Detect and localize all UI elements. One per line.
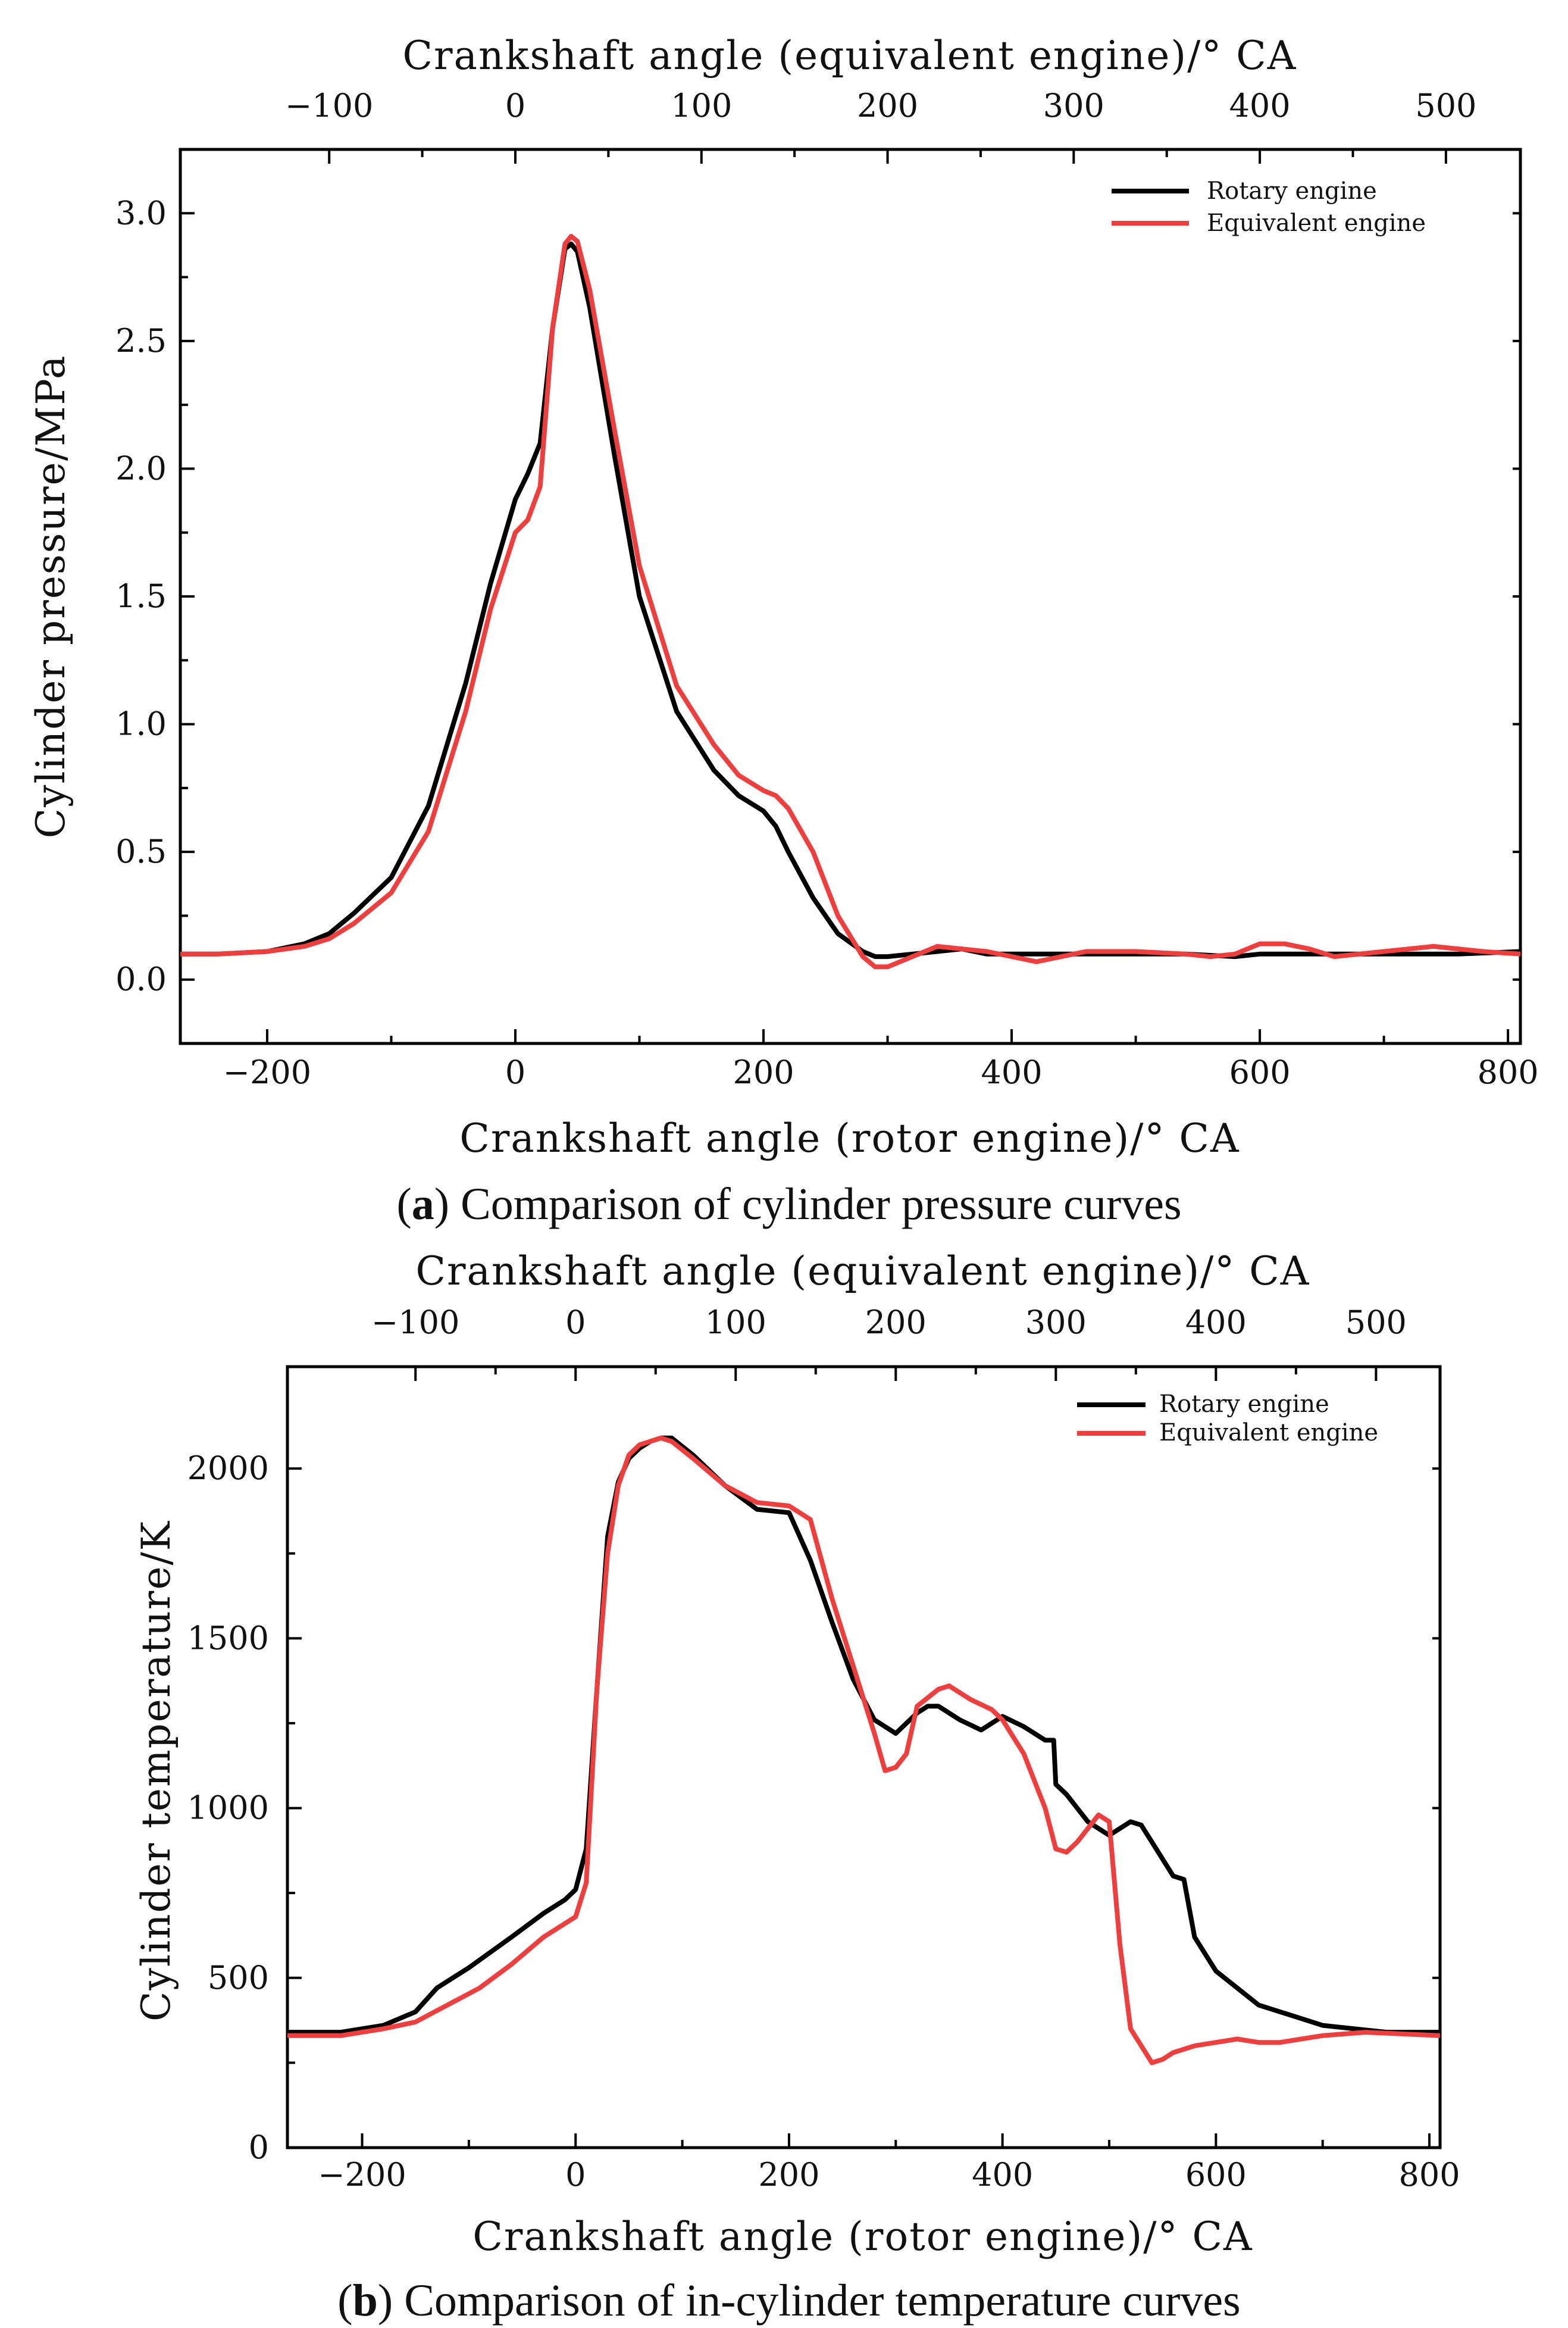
a-plot-frame: [179, 148, 1522, 1045]
b-x-tick-label: −200: [318, 2156, 406, 2193]
a-tick-marks: [180, 149, 1520, 1043]
b-caption-text: Comparison of in-cylinder temperature cu…: [404, 2276, 1241, 2326]
a-x-tick-label: 400: [981, 1054, 1043, 1091]
a-caption-label: a: [412, 1179, 434, 1229]
b-top-tick-label: 0: [565, 1304, 586, 1341]
a-y-tick-label: 3.0: [115, 194, 167, 232]
a-series-line-rotary-engine: [180, 241, 1520, 960]
a-legend: Rotary engine Equivalent engine: [1112, 177, 1426, 237]
b-y-axis-title: Cylinder temperature/K: [133, 1520, 179, 2021]
b-series-line-rotary-engine: [287, 1435, 1440, 2035]
b-y-tick-label: 2000: [187, 1449, 269, 1487]
b-x-tick-labels: −200 0 200 400 600 800: [318, 2156, 1460, 2193]
b-top-tick-label: 400: [1185, 1304, 1247, 1341]
a-y-tick-labels: 0.0 0.5 1.0 1.5 2.0 2.5 3.0: [115, 194, 167, 998]
b-x-tick-label: 400: [972, 2156, 1033, 2193]
b-x-tick-label: 200: [758, 2156, 819, 2193]
a-legend-label-rotary: Rotary engine: [1207, 177, 1377, 205]
a-y-tick-label: 1.0: [115, 705, 167, 743]
b-top-tick-labels: −100 0 100 200 300 400 500: [371, 1304, 1407, 1341]
a-series-line-equivalent-engine: [180, 233, 1520, 970]
a-top-tick-label: 500: [1415, 87, 1476, 124]
b-y-tick-label: 500: [208, 1959, 269, 1996]
a-x-tick-label: 800: [1478, 1054, 1539, 1091]
b-series-line-equivalent-engine: [287, 1435, 1440, 2065]
b-y-tick-label: 1000: [187, 1789, 269, 1827]
b-y-tick-label: 1500: [187, 1619, 269, 1657]
a-y-tick-label: 0.5: [115, 833, 167, 870]
b-caption-label: b: [353, 2276, 378, 2326]
b-legend-label-equivalent: Equivalent engine: [1159, 1419, 1378, 1446]
b-y-tick-labels: 0 500 1000 1500 2000: [187, 1449, 269, 2166]
b-legend: Rotary engine Equivalent engine: [1077, 1390, 1378, 1446]
a-caption-text: Comparison of cylinder pressure curves: [461, 1179, 1181, 1229]
b-top-tick-label: −100: [371, 1304, 459, 1341]
a-x-axis-title: Crankshaft angle (rotor engine)/° CA: [459, 1115, 1240, 1161]
a-x-tick-labels: −200 0 200 400 600 800: [223, 1054, 1539, 1091]
panel-b-temperature-chart: Crankshaft angle (equivalent engine)/° C…: [133, 1248, 1460, 2326]
b-top-tick-label: 200: [865, 1304, 927, 1341]
b-x-axis-title: Crankshaft angle (rotor engine)/° CA: [472, 2214, 1253, 2260]
b-tick-marks: [287, 1367, 1440, 2149]
a-y-tick-label: 1.5: [115, 577, 167, 615]
b-top-tick-label: 100: [705, 1304, 766, 1341]
a-x-tick-label: 200: [733, 1054, 794, 1091]
a-top-tick-label: 300: [1043, 87, 1104, 124]
b-caption: (b) Comparison of in-cylinder temperatur…: [337, 2276, 1240, 2326]
b-legend-label-rotary: Rotary engine: [1159, 1390, 1329, 1418]
a-top-tick-label: 200: [857, 87, 918, 124]
b-top-axis-title: Crankshaft angle (equivalent engine)/° C…: [416, 1248, 1310, 1294]
a-top-tick-label: 0: [505, 87, 525, 124]
b-x-tick-label: 600: [1185, 2156, 1247, 2193]
a-y-tick-label: 2.5: [115, 322, 167, 360]
a-x-tick-label: 600: [1229, 1054, 1291, 1091]
b-top-tick-label: 300: [1025, 1304, 1087, 1341]
a-caption: (a) Comparison of cylinder pressure curv…: [396, 1179, 1181, 1229]
b-y-tick-label: 0: [249, 2129, 269, 2166]
a-y-tick-label: 0.0: [115, 961, 167, 998]
a-top-tick-label: −100: [285, 87, 373, 124]
a-top-tick-label: 100: [671, 87, 732, 124]
b-plot-frame: [286, 1365, 1442, 2149]
a-x-tick-label: −200: [223, 1054, 311, 1091]
a-top-axis-title: Crankshaft angle (equivalent engine)/° C…: [403, 33, 1297, 79]
panel-a-pressure-chart: Crankshaft angle (equivalent engine)/° C…: [28, 33, 1539, 1229]
b-top-tick-label: 500: [1345, 1304, 1407, 1341]
b-x-tick-label: 0: [565, 2156, 586, 2193]
a-y-axis-title: Cylinder pressure/MPa: [28, 355, 74, 839]
a-x-tick-label: 0: [505, 1054, 525, 1091]
a-top-tick-labels: −100 0 100 200 300 400 500: [285, 87, 1476, 124]
a-top-tick-label: 400: [1229, 87, 1291, 124]
b-x-tick-label: 800: [1399, 2156, 1460, 2193]
a-y-tick-label: 2.0: [115, 449, 167, 487]
a-legend-label-equivalent: Equivalent engine: [1207, 210, 1426, 237]
